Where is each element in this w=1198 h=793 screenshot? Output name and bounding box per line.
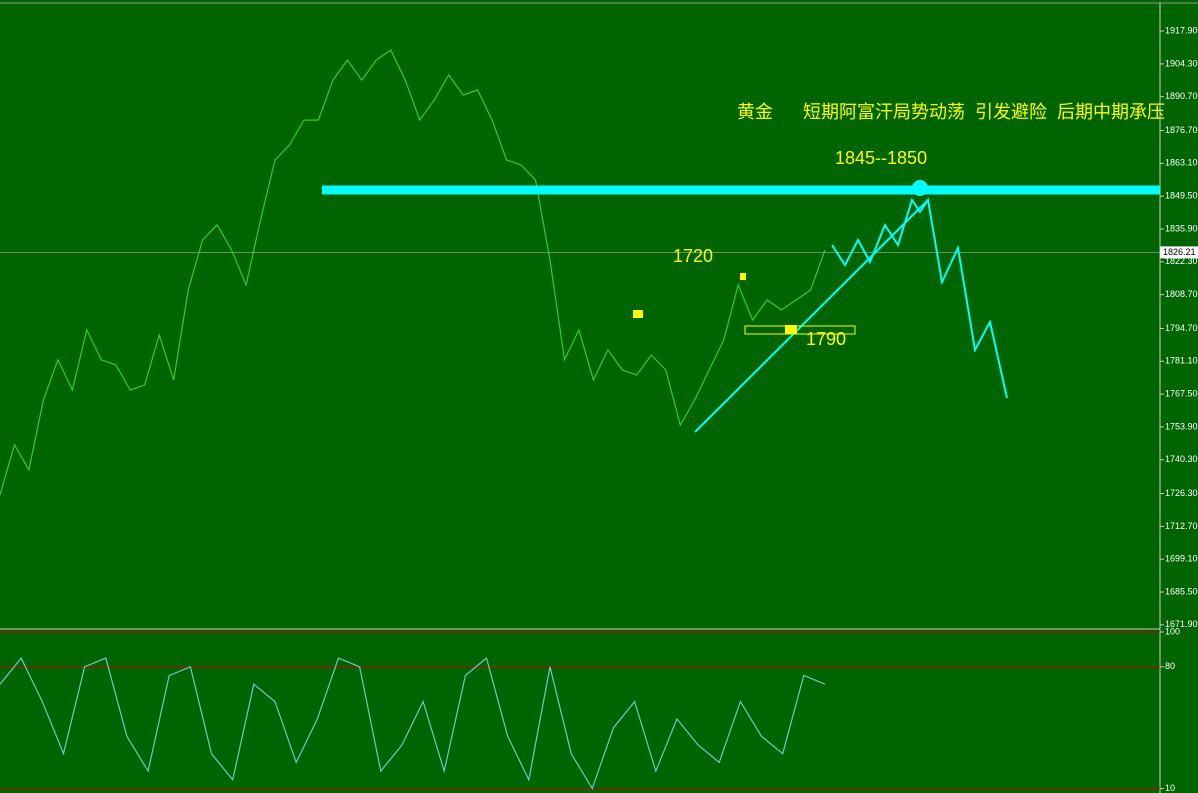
y-tick-label: 1849.50 xyxy=(1165,191,1198,201)
y-tick-label: 1781.10 xyxy=(1165,356,1198,366)
y-tick-label: 1740.30 xyxy=(1165,454,1198,464)
price-line xyxy=(0,49,826,495)
y-tick-label: 1685.50 xyxy=(1165,586,1198,596)
y-tick-label: 1712.70 xyxy=(1165,521,1198,531)
y-tick-label: 1699.10 xyxy=(1165,554,1198,564)
headline-annotation: 黄金 短期阿富汗局势动荡 引发避险 后期中期承压 xyxy=(737,102,1166,122)
support-box xyxy=(744,325,856,335)
y-tick-label: 1876.70 xyxy=(1165,125,1198,135)
y-tick-label: 1671.90 xyxy=(1165,619,1198,629)
y-tick-label: 1917.90 xyxy=(1165,25,1198,35)
target-dot xyxy=(912,180,928,196)
y-tick-label: 10 xyxy=(1165,783,1175,793)
price-annotation: 1790 xyxy=(806,329,847,349)
y-tick-label: 80 xyxy=(1165,661,1175,671)
y-tick-label: 1863.10 xyxy=(1165,158,1198,168)
trend-line xyxy=(694,199,929,433)
y-tick-label: 1767.50 xyxy=(1165,388,1198,398)
y-tick-label: 1794.70 xyxy=(1165,323,1198,333)
marker xyxy=(785,325,797,334)
y-tick-label: 100 xyxy=(1165,626,1180,636)
range-annotation: 1845--1850 xyxy=(835,148,928,168)
y-tick-label: 1753.90 xyxy=(1165,421,1198,431)
y-tick-label: 1822.30 xyxy=(1165,256,1198,266)
y-tick-label: 1904.30 xyxy=(1165,58,1198,68)
y-tick-label: 1890.70 xyxy=(1165,91,1198,101)
current-price-label: 1826.21 xyxy=(1163,247,1196,257)
price-annotation: 1720 xyxy=(673,246,714,266)
marker xyxy=(740,273,746,280)
price-line xyxy=(0,656,826,790)
y-tick-label: 1835.90 xyxy=(1165,223,1198,233)
projection-path xyxy=(831,197,1008,399)
y-tick-label: 1808.70 xyxy=(1165,289,1198,299)
y-tick-label: 1726.30 xyxy=(1165,488,1198,498)
current-price-box xyxy=(1160,246,1198,259)
marker xyxy=(633,310,643,318)
